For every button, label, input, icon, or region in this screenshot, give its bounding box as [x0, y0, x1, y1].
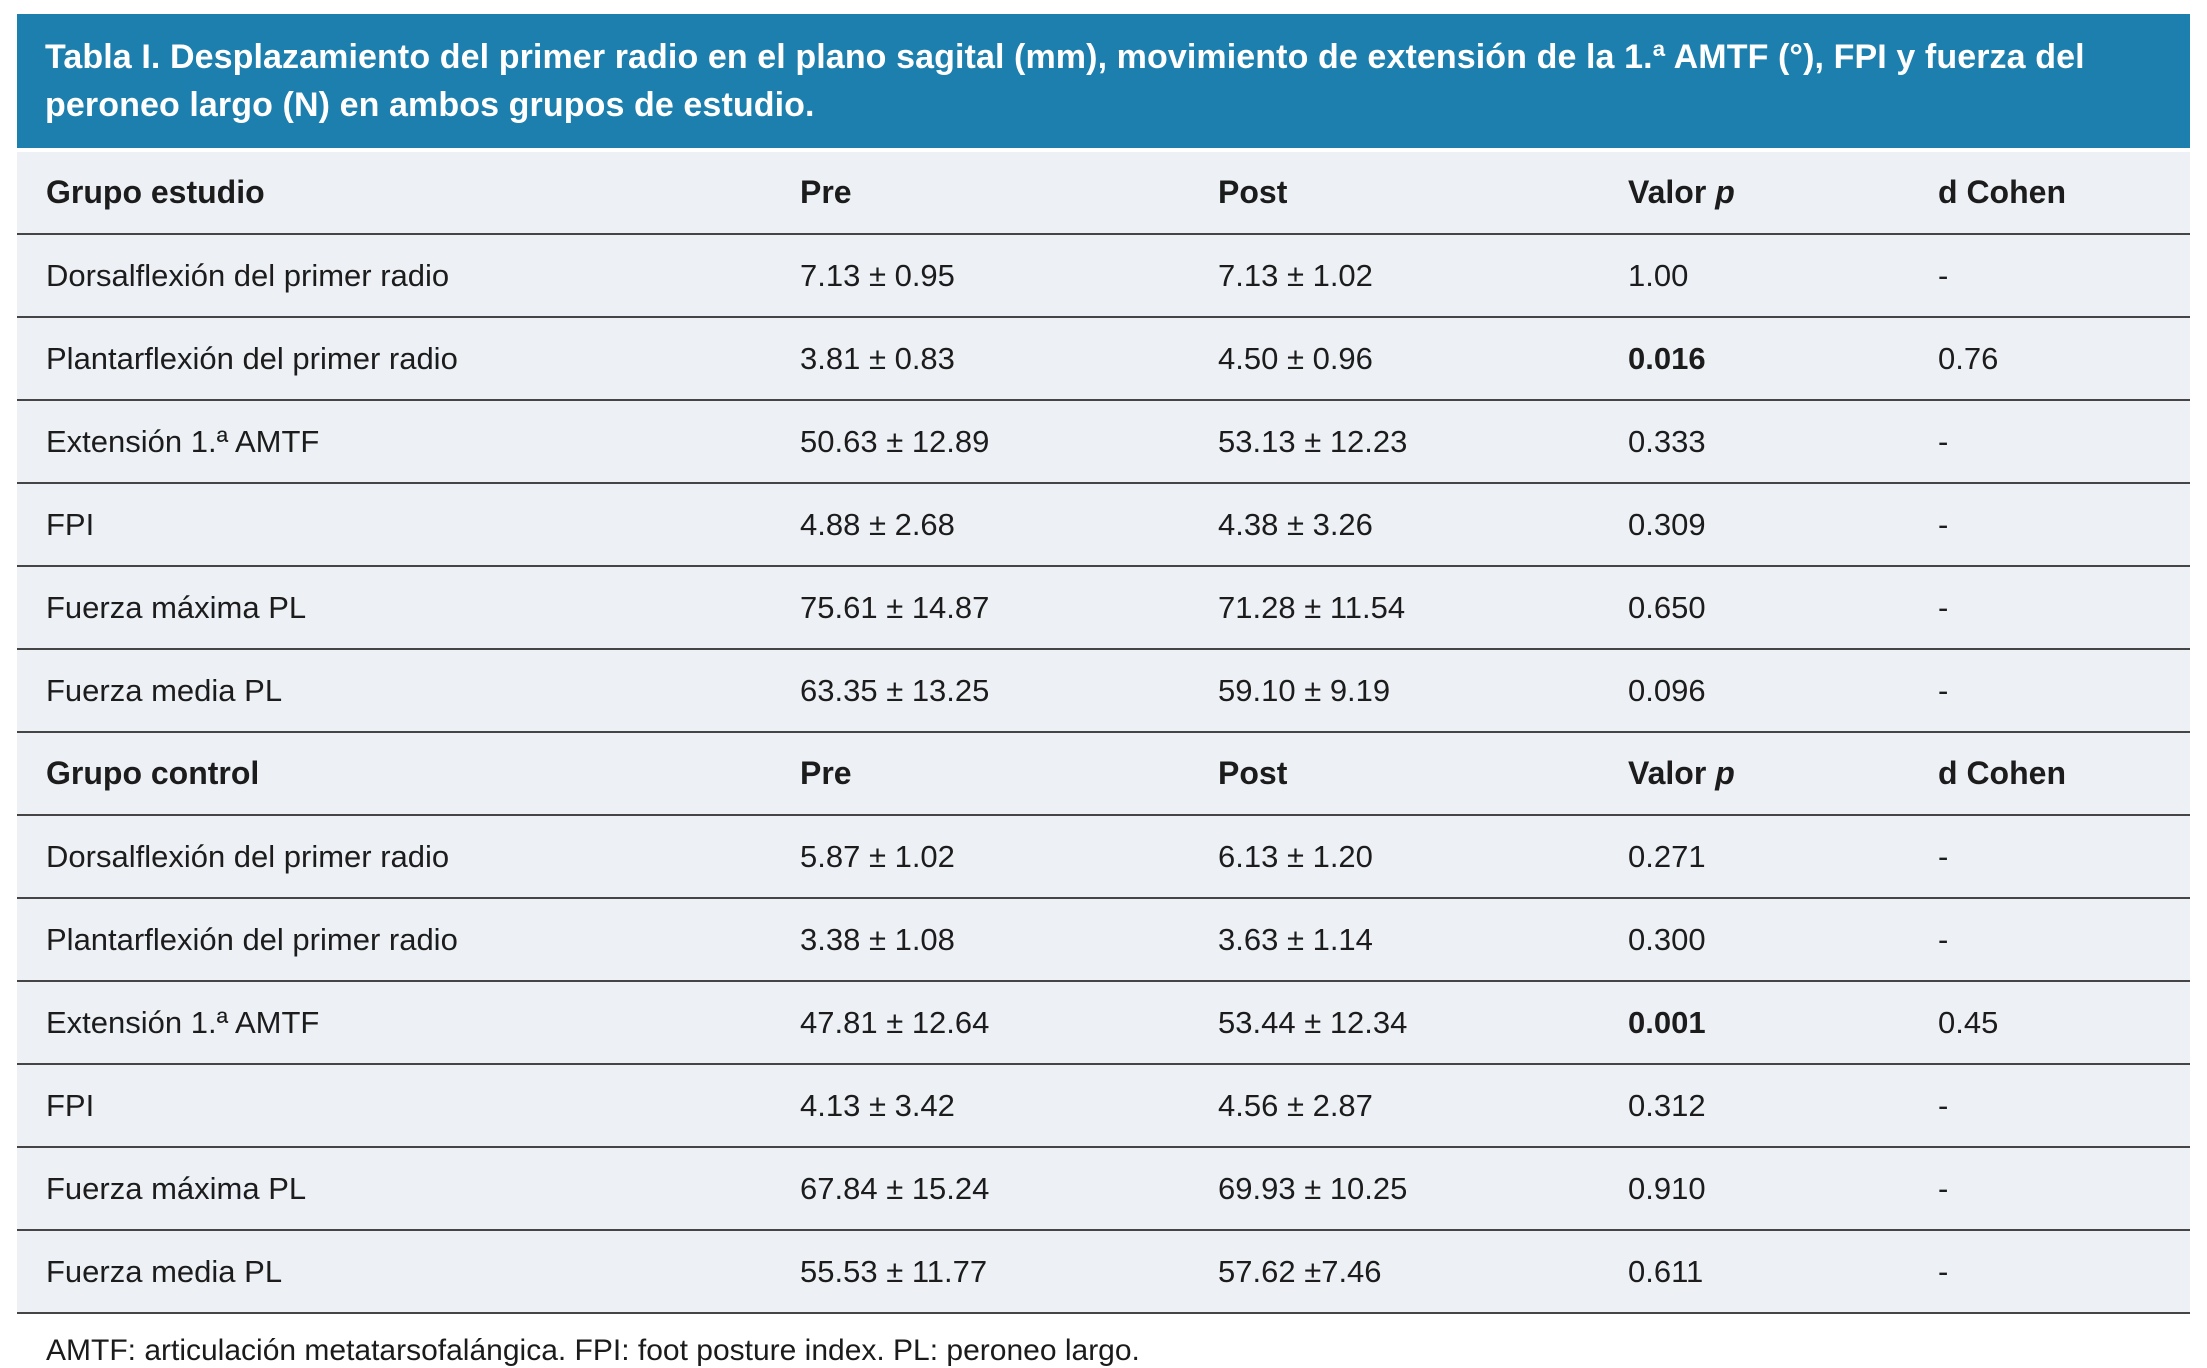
p-value: 0.001 — [1628, 981, 1938, 1065]
d-cohen-value: - — [1938, 1147, 2190, 1231]
column-header-d-cohen: d Cohen — [1938, 732, 2190, 816]
table-title-banner: Tabla I. Desplazamiento del primer radio… — [17, 14, 2190, 148]
table-row: Dorsalflexión del primer radio 5.87 ± 1.… — [17, 815, 2190, 899]
d-cohen-value: - — [1938, 815, 2190, 899]
valor-label: Valor — [1628, 174, 1707, 210]
p-italic-label: p — [1715, 755, 1735, 791]
pre-value: 47.81 ± 12.64 — [800, 981, 1218, 1065]
table-row: Fuerza máxima PL 75.61 ± 14.87 71.28 ± 1… — [17, 566, 2190, 650]
pre-value: 63.35 ± 13.25 — [800, 649, 1218, 733]
row-label: Dorsalflexión del primer radio — [17, 234, 800, 318]
p-value: 0.309 — [1628, 483, 1938, 567]
p-value: 1.00 — [1628, 234, 1938, 318]
row-label: Fuerza media PL — [17, 1230, 800, 1314]
results-table: Grupo estudio Pre Post Valor p d Cohen Do… — [17, 152, 2190, 1314]
table-row: Extensión 1.ª AMTF 50.63 ± 12.89 53.13 ±… — [17, 400, 2190, 484]
table-row: Fuerza máxima PL 67.84 ± 15.24 69.93 ± 1… — [17, 1147, 2190, 1231]
post-value: 71.28 ± 11.54 — [1218, 566, 1628, 650]
table-row: FPI 4.88 ± 2.68 4.38 ± 3.26 0.309 - — [17, 483, 2190, 567]
table-footnote: AMTF: articulación metatarsofalángica. F… — [46, 1334, 1140, 1367]
row-label: Extensión 1.ª AMTF — [17, 981, 800, 1065]
p-value: 0.312 — [1628, 1064, 1938, 1148]
group-label: Grupo control — [17, 732, 800, 816]
column-header-valor-p: Valor p — [1628, 152, 1938, 235]
d-cohen-value: - — [1938, 898, 2190, 982]
group-label: Grupo estudio — [17, 152, 800, 235]
pre-value: 5.87 ± 1.02 — [800, 815, 1218, 899]
post-value: 4.50 ± 0.96 — [1218, 317, 1628, 401]
post-value: 57.62 ±7.46 — [1218, 1230, 1628, 1314]
d-cohen-value: - — [1938, 566, 2190, 650]
group-header-row: Grupo control Pre Post Valor p d Cohen — [17, 732, 2190, 816]
column-header-d-cohen: d Cohen — [1938, 152, 2190, 235]
pre-value: 4.88 ± 2.68 — [800, 483, 1218, 567]
row-label: Fuerza máxima PL — [17, 1147, 800, 1231]
column-header-pre: Pre — [800, 152, 1218, 235]
row-label: FPI — [17, 483, 800, 567]
table-row: Fuerza media PL 55.53 ± 11.77 57.62 ±7.4… — [17, 1230, 2190, 1314]
post-value: 69.93 ± 10.25 — [1218, 1147, 1628, 1231]
row-label: Dorsalflexión del primer radio — [17, 815, 800, 899]
pre-value: 75.61 ± 14.87 — [800, 566, 1218, 650]
pre-value: 3.38 ± 1.08 — [800, 898, 1218, 982]
pre-value: 55.53 ± 11.77 — [800, 1230, 1218, 1314]
post-value: 3.63 ± 1.14 — [1218, 898, 1628, 982]
valor-label: Valor — [1628, 755, 1707, 791]
row-label: Fuerza máxima PL — [17, 566, 800, 650]
post-value: 53.44 ± 12.34 — [1218, 981, 1628, 1065]
d-cohen-value: 0.45 — [1938, 981, 2190, 1065]
table-title: Tabla I. Desplazamiento del primer radio… — [45, 37, 2085, 124]
table-row: FPI 4.13 ± 3.42 4.56 ± 2.87 0.312 - — [17, 1064, 2190, 1148]
table-row: Plantarflexión del primer radio 3.38 ± 1… — [17, 898, 2190, 982]
p-value: 0.271 — [1628, 815, 1938, 899]
table-row: Extensión 1.ª AMTF 47.81 ± 12.64 53.44 ±… — [17, 981, 2190, 1065]
pre-value: 3.81 ± 0.83 — [800, 317, 1218, 401]
row-label: Extensión 1.ª AMTF — [17, 400, 800, 484]
table-row: Dorsalflexión del primer radio 7.13 ± 0.… — [17, 234, 2190, 318]
d-cohen-value: - — [1938, 1064, 2190, 1148]
column-header-post: Post — [1218, 732, 1628, 816]
row-label: Fuerza media PL — [17, 649, 800, 733]
p-value: 0.650 — [1628, 566, 1938, 650]
p-value: 0.016 — [1628, 317, 1938, 401]
row-label: FPI — [17, 1064, 800, 1148]
d-cohen-value: - — [1938, 234, 2190, 318]
post-value: 53.13 ± 12.23 — [1218, 400, 1628, 484]
post-value: 4.56 ± 2.87 — [1218, 1064, 1628, 1148]
p-italic-label: p — [1715, 174, 1735, 210]
post-value: 4.38 ± 3.26 — [1218, 483, 1628, 567]
p-value: 0.333 — [1628, 400, 1938, 484]
d-cohen-value: - — [1938, 649, 2190, 733]
post-value: 59.10 ± 9.19 — [1218, 649, 1628, 733]
pre-value: 67.84 ± 15.24 — [800, 1147, 1218, 1231]
post-value: 6.13 ± 1.20 — [1218, 815, 1628, 899]
row-label: Plantarflexión del primer radio — [17, 317, 800, 401]
d-cohen-value: - — [1938, 400, 2190, 484]
row-label: Plantarflexión del primer radio — [17, 898, 800, 982]
p-value: 0.910 — [1628, 1147, 1938, 1231]
pre-value: 4.13 ± 3.42 — [800, 1064, 1218, 1148]
column-header-pre: Pre — [800, 732, 1218, 816]
d-cohen-value: - — [1938, 1230, 2190, 1314]
d-cohen-value: - — [1938, 483, 2190, 567]
table-row: Fuerza media PL 63.35 ± 13.25 59.10 ± 9.… — [17, 649, 2190, 733]
pre-value: 7.13 ± 0.95 — [800, 234, 1218, 318]
p-value: 0.300 — [1628, 898, 1938, 982]
group-header-row: Grupo estudio Pre Post Valor p d Cohen — [17, 152, 2190, 235]
post-value: 7.13 ± 1.02 — [1218, 234, 1628, 318]
column-header-post: Post — [1218, 152, 1628, 235]
p-value: 0.611 — [1628, 1230, 1938, 1314]
p-value: 0.096 — [1628, 649, 1938, 733]
table-row: Plantarflexión del primer radio 3.81 ± 0… — [17, 317, 2190, 401]
pre-value: 50.63 ± 12.89 — [800, 400, 1218, 484]
column-header-valor-p: Valor p — [1628, 732, 1938, 816]
d-cohen-value: 0.76 — [1938, 317, 2190, 401]
